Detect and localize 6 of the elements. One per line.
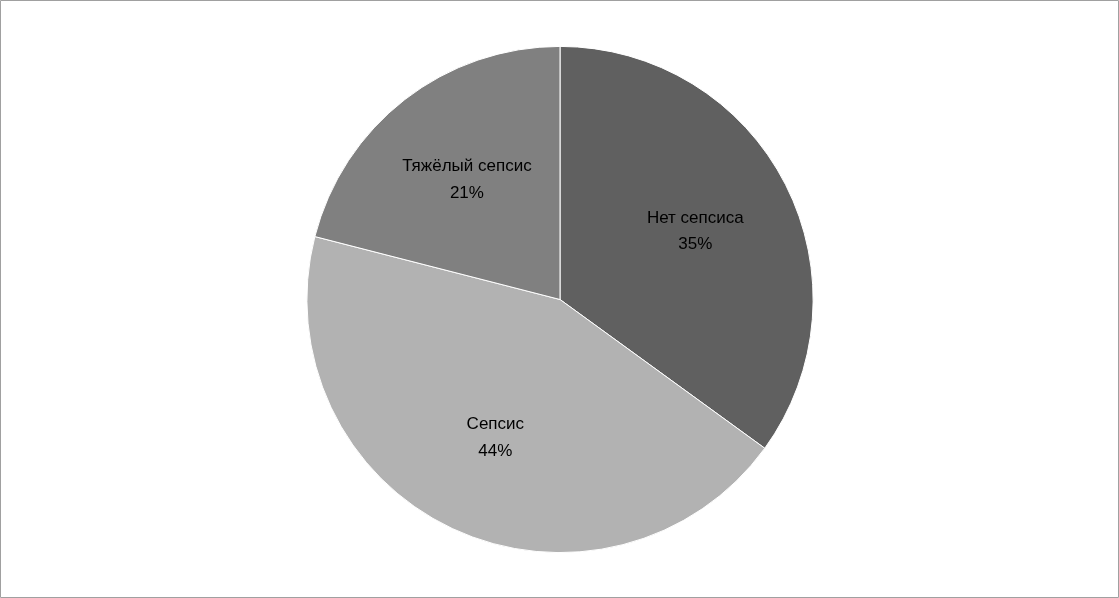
data-label: 21% [449, 183, 484, 203]
slice-label: Нет сепсиса [646, 207, 745, 227]
data-label: 44% [478, 441, 513, 461]
slice-label: Сепсис [466, 414, 525, 434]
slice-label: Тяжёлый сепсис [402, 156, 533, 176]
data-label: 35% [678, 234, 713, 254]
